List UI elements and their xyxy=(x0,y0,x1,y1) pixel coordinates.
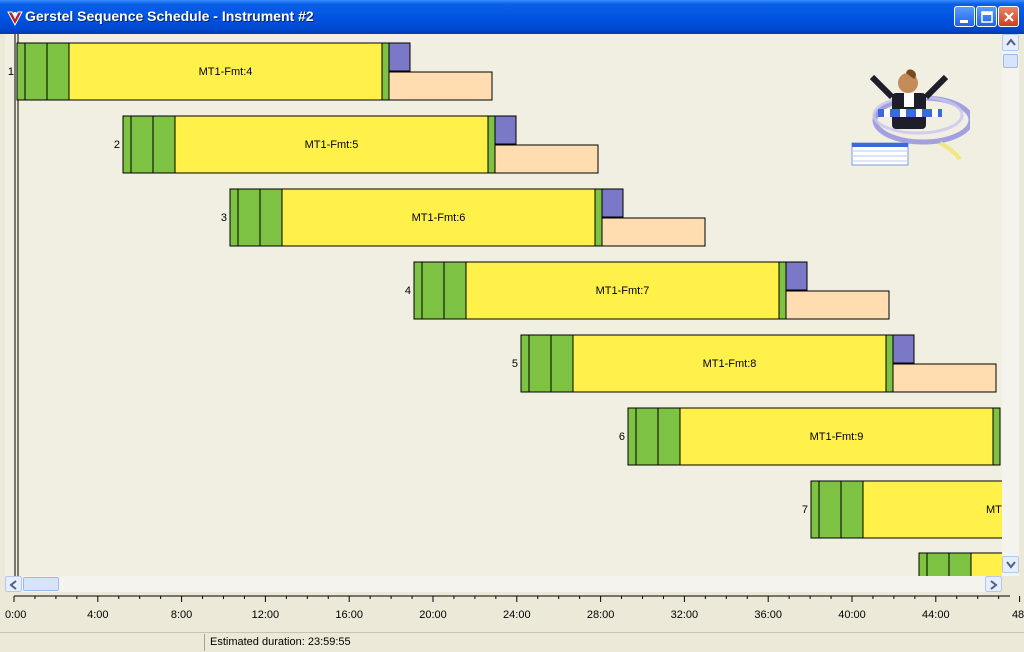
vertical-scroll-thumb[interactable] xyxy=(1003,54,1018,68)
row-number: 1 xyxy=(8,66,14,78)
wait-segment[interactable] xyxy=(892,363,997,393)
schedule-row[interactable]: 3 MT1-Fmt:6 xyxy=(221,188,706,247)
run-segment[interactable] xyxy=(572,334,887,393)
vertical-scrollbar[interactable] xyxy=(1002,34,1019,576)
axis-tick-label: 4:00 xyxy=(87,609,108,621)
axis-tick-label: 28:00 xyxy=(587,609,615,621)
minimize-icon xyxy=(960,20,968,23)
prep-segment[interactable] xyxy=(627,407,681,466)
arrow-left-icon xyxy=(9,580,17,590)
axis-tick-label: 36:00 xyxy=(754,609,782,621)
time-axis: 0:00 4:00 8:00 12:00 16:00 20:00 24:00 28:00 32:… xyxy=(0,592,1024,632)
axis-tick-label: 12:00 xyxy=(252,609,280,621)
cooldown-segment[interactable] xyxy=(992,407,1001,466)
axis-tick-label: 48: xyxy=(1012,609,1024,621)
method-label: MT1-Fmt:6 xyxy=(412,212,466,224)
arrow-up-icon xyxy=(1006,38,1016,46)
wait-segment[interactable] xyxy=(388,71,493,101)
method-label: MT1-Fmt:4 xyxy=(199,66,253,78)
row-number: 4 xyxy=(405,285,411,297)
post-segment[interactable] xyxy=(601,188,624,218)
prep-segment[interactable] xyxy=(810,480,864,539)
prep-segment[interactable] xyxy=(413,261,467,320)
method-label: MT1-Fmt:8 xyxy=(703,358,757,370)
wait-segment[interactable] xyxy=(601,217,706,247)
close-icon xyxy=(1004,12,1014,22)
schedule-row[interactable]: 6 MT1-Fmt:9 xyxy=(619,407,1001,466)
title-bar[interactable]: Gerstel Sequence Schedule - Instrument #… xyxy=(0,0,1024,34)
cooldown-segment[interactable] xyxy=(885,334,894,393)
wait-segment[interactable] xyxy=(494,144,599,174)
maximize-icon xyxy=(981,11,993,23)
scroll-right-button[interactable] xyxy=(985,576,1002,592)
schedule-row[interactable] xyxy=(918,552,1008,576)
row-number: 7 xyxy=(802,504,808,516)
run-segment[interactable] xyxy=(465,261,780,320)
minimize-button[interactable] xyxy=(954,6,975,27)
axis-tick-label: 40:00 xyxy=(838,609,866,621)
window-title: Gerstel Sequence Schedule - Instrument #… xyxy=(25,8,314,24)
horizontal-scroll-thumb[interactable] xyxy=(23,577,59,591)
row-number: 3 xyxy=(221,212,227,224)
row-number: 6 xyxy=(619,431,625,443)
post-segment[interactable] xyxy=(892,334,915,364)
prep-segment[interactable] xyxy=(16,42,70,101)
cooldown-segment[interactable] xyxy=(487,115,496,174)
time-axis-svg: 0:00 4:00 8:00 12:00 16:00 20:00 24:00 28:00 32:… xyxy=(5,595,1024,621)
arrow-down-icon xyxy=(1006,561,1016,569)
cooldown-segment[interactable] xyxy=(778,261,787,320)
schedule-chart-area[interactable]: 1 MT1-Fmt:4 2 MT1-Fmt:5 3 MT1-Fmt:6 4 MT1-Fmt:7… xyxy=(5,34,1019,576)
gerstel-app-icon[interactable] xyxy=(6,9,24,27)
gerstel-logo-image xyxy=(851,69,970,166)
axis-tick-label: 32:00 xyxy=(671,609,699,621)
post-segment[interactable] xyxy=(494,115,517,145)
cooldown-segment[interactable] xyxy=(594,188,603,247)
prep-segment[interactable] xyxy=(520,334,574,393)
cooldown-segment[interactable] xyxy=(381,42,390,101)
run-segment[interactable] xyxy=(679,407,994,466)
schedule-row[interactable]: 4 MT1-Fmt:7 xyxy=(405,261,890,320)
axis-tick-label: 44:00 xyxy=(922,609,950,621)
axis-tick-label: 8:00 xyxy=(171,609,192,621)
row-number: 5 xyxy=(512,358,518,370)
status-bar: Estimated duration: 23:59:55 xyxy=(0,632,1024,652)
schedule-row[interactable]: 5 MT1-Fmt:8 xyxy=(512,334,997,393)
run-segment[interactable] xyxy=(862,480,1008,539)
run-segment[interactable] xyxy=(281,188,596,247)
method-label: MT1-Fmt:9 xyxy=(810,431,864,443)
scroll-left-button[interactable] xyxy=(5,576,22,592)
axis-tick-label: 20:00 xyxy=(419,609,447,621)
axis-tick-label: 24:00 xyxy=(503,609,531,621)
post-segment[interactable] xyxy=(388,42,411,72)
schedule-row[interactable]: 7 MT1 xyxy=(802,480,1008,539)
schedule-row[interactable]: 1 MT1-Fmt:4 xyxy=(8,42,493,101)
maximize-button[interactable] xyxy=(976,6,997,27)
method-label: MT1-Fmt:7 xyxy=(596,285,650,297)
axis-tick-label: 16:00 xyxy=(335,609,363,621)
prep-segment[interactable] xyxy=(918,552,972,576)
schedule-row[interactable]: 2 MT1-Fmt:5 xyxy=(114,115,599,174)
close-button[interactable] xyxy=(998,6,1019,27)
run-segment[interactable] xyxy=(970,552,1008,576)
scroll-down-button[interactable] xyxy=(1002,556,1019,573)
run-segment[interactable] xyxy=(174,115,489,174)
horizontal-scrollbar[interactable] xyxy=(5,576,1002,592)
row-number: 2 xyxy=(114,139,120,151)
estimated-duration-text: Estimated duration: 23:59:55 xyxy=(210,636,351,648)
method-label: MT1-Fmt:5 xyxy=(305,139,359,151)
axis-tick-label: 0:00 xyxy=(5,609,26,621)
scroll-up-button[interactable] xyxy=(1002,34,1019,51)
status-divider xyxy=(204,634,205,651)
post-segment[interactable] xyxy=(785,261,808,291)
arrow-right-icon xyxy=(990,580,998,590)
wait-segment[interactable] xyxy=(785,290,890,320)
